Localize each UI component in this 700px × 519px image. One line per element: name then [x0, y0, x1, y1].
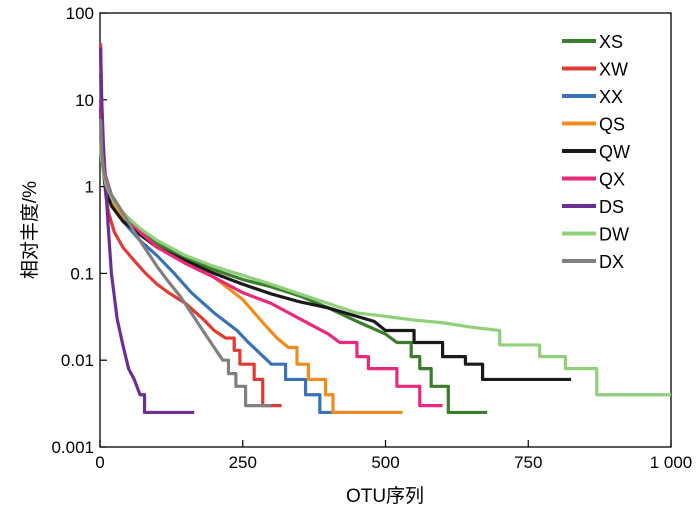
- series-lines: [98, 43, 671, 415]
- legend-label-dw: DW: [599, 225, 629, 245]
- legend-label-ds: DS: [599, 197, 624, 217]
- legend-label-xs: XS: [599, 32, 623, 52]
- x-tick-label: 750: [514, 453, 542, 472]
- series-line-dx: [98, 119, 272, 408]
- y-tick-label: 10: [75, 91, 94, 110]
- series-line-xs: [98, 134, 488, 415]
- x-tick-label: 250: [229, 453, 257, 472]
- legend-label-xw: XW: [599, 60, 628, 80]
- y-tick-label: 1: [85, 178, 94, 197]
- y-tick-label: 100: [66, 4, 94, 23]
- y-tick-label: 0.1: [70, 264, 94, 283]
- legend-label-dx: DX: [599, 252, 624, 272]
- y-axis: 0.001 0.01 0.1 1 10 100: [51, 4, 107, 457]
- series-line-qs: [98, 125, 403, 415]
- legend-label-qs: QS: [599, 115, 625, 135]
- x-axis: 0 250 500 750 1 000: [95, 440, 692, 472]
- legend-label-qw: QW: [599, 142, 630, 162]
- x-tick-label: 1 000: [650, 453, 693, 472]
- plot-area-frame: [99, 12, 672, 448]
- x-tick-label: 500: [371, 453, 399, 472]
- series-line-qw: [98, 108, 572, 382]
- y-tick-label: 0.01: [61, 351, 94, 370]
- series-line-dw: [98, 145, 671, 397]
- x-axis-label: OTU序列: [346, 485, 424, 507]
- series-line-xx: [98, 73, 402, 415]
- y-tick-label: 0.001: [51, 438, 94, 457]
- legend-label-xx: XX: [599, 87, 623, 107]
- legend-label-qx: QX: [599, 170, 625, 190]
- y-axis-label: 相对丰度/%: [19, 181, 41, 279]
- series-line-ds: [98, 47, 195, 415]
- legend: XS XW XX QS QW QX DS DW DX: [562, 32, 630, 272]
- x-tick-label: 0: [95, 453, 104, 472]
